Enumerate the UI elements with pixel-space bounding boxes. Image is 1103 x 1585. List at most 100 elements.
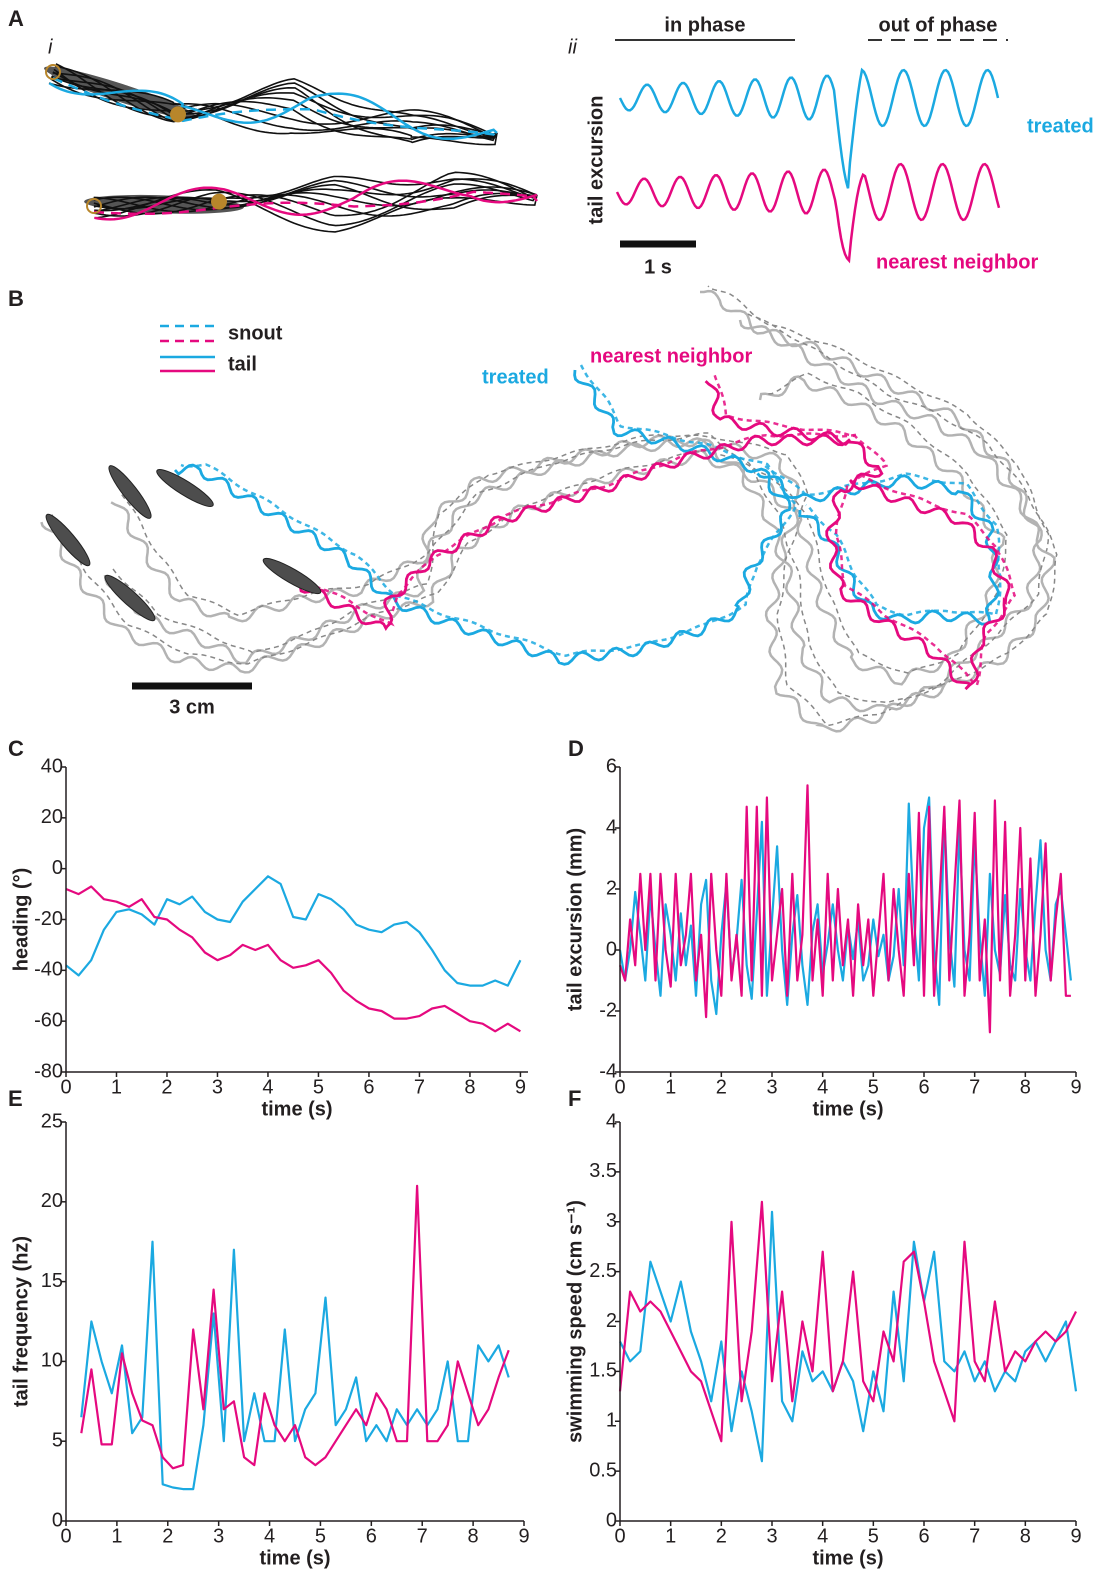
data-line xyxy=(65,885,521,1033)
snout-marker xyxy=(86,198,102,214)
y-tick-label: 2 xyxy=(606,1310,617,1332)
y-tick-label: -40 xyxy=(34,959,63,981)
panel-label: A xyxy=(8,6,24,31)
x-tick-label: 2 xyxy=(716,1525,727,1547)
scale-label: 3 cm xyxy=(169,696,215,718)
y-tick-label: 40 xyxy=(41,755,63,777)
x-tick-label: 9 xyxy=(518,1525,529,1547)
y-tick-label: 4 xyxy=(606,816,617,838)
x-tick-label: 6 xyxy=(918,1525,929,1547)
x-tick-label: 6 xyxy=(366,1525,377,1547)
x-tick-label: 1 xyxy=(111,1076,122,1098)
trajectory-snout xyxy=(121,313,1058,704)
fish-outline xyxy=(50,78,498,142)
body-marker xyxy=(211,193,227,210)
fish-silhouette xyxy=(104,574,156,622)
y-axis-label: swimming speed (cm s⁻¹) xyxy=(564,1200,586,1443)
fish-tail-trace xyxy=(94,179,538,221)
x-tick-label: 6 xyxy=(363,1076,374,1098)
fish-outline xyxy=(54,65,498,136)
trajectory-tail xyxy=(756,472,1000,626)
x-tick-label: 6 xyxy=(918,1076,929,1098)
trajectory-snout xyxy=(764,465,1002,617)
fish-outline xyxy=(51,76,498,144)
trajectory xyxy=(103,289,1043,733)
x-tick-label: 7 xyxy=(969,1076,980,1098)
trajectory-snout xyxy=(305,432,857,627)
fish-silhouette xyxy=(262,557,322,595)
data-line xyxy=(618,784,1071,1034)
axis-label: tail excursion xyxy=(585,96,607,225)
x-tick-label: 4 xyxy=(262,1076,273,1098)
excursion-trace xyxy=(615,162,1001,264)
y-tick-label: 0 xyxy=(52,857,63,879)
fish-snout-trace xyxy=(93,190,538,216)
x-tick-label: 4 xyxy=(817,1076,828,1098)
y-tick-label: 6 xyxy=(606,755,617,777)
y-tick-label: 0 xyxy=(606,938,617,960)
x-tick-label: 5 xyxy=(315,1525,326,1547)
y-tick-label: 10 xyxy=(41,1350,63,1372)
y-tick-label: 3 xyxy=(606,1210,617,1232)
fish-outline xyxy=(52,72,498,136)
x-tick-label: 5 xyxy=(868,1076,879,1098)
x-tick-label: 3 xyxy=(212,1076,223,1098)
x-tick-label: 8 xyxy=(464,1076,475,1098)
body-marker xyxy=(170,106,186,123)
x-tick-label: 2 xyxy=(162,1525,173,1547)
data-line xyxy=(618,796,1072,1016)
x-tick-label: 3 xyxy=(213,1525,224,1547)
x-tick-label: 0 xyxy=(60,1525,71,1547)
trajectory-snout xyxy=(51,372,1008,674)
x-tick-label: 4 xyxy=(264,1525,275,1547)
x-tick-label: 5 xyxy=(868,1525,879,1547)
fish-outline xyxy=(93,192,538,217)
y-tick-label: -60 xyxy=(34,1009,63,1031)
y-axis-label: heading (°) xyxy=(10,868,32,972)
trajectory-tail xyxy=(173,369,792,666)
x-tick-label: 7 xyxy=(417,1525,428,1547)
trajectory-tail xyxy=(704,380,1011,691)
fish-tail-trace xyxy=(48,82,498,141)
fish-outline xyxy=(93,186,538,211)
y-tick-label: 2.5 xyxy=(589,1260,617,1282)
snout-marker xyxy=(45,64,61,80)
data-line xyxy=(618,1200,1077,1443)
x-tick-label: 2 xyxy=(716,1076,727,1098)
panel-label: D xyxy=(568,736,584,761)
panel-label: F xyxy=(568,1086,581,1111)
y-tick-label: 1 xyxy=(606,1410,617,1432)
y-tick-label: 25 xyxy=(41,1110,63,1132)
y-tick-label: 5 xyxy=(52,1429,63,1451)
x-tick-label: 1 xyxy=(111,1525,122,1547)
trajectory-snout xyxy=(112,285,1050,727)
series-label: nearest neighbor xyxy=(876,251,1038,273)
x-tick-label: 3 xyxy=(766,1525,777,1547)
y-tick-label: 3.5 xyxy=(589,1160,617,1182)
x-tick-label: 8 xyxy=(1020,1076,1031,1098)
y-tick-label: -2 xyxy=(599,999,617,1021)
y-tick-label: -4 xyxy=(599,1060,617,1082)
x-tick-label: 0 xyxy=(614,1525,625,1547)
fish-outline xyxy=(53,68,498,138)
x-tick-label: 7 xyxy=(414,1076,425,1098)
x-tick-label: 4 xyxy=(817,1525,828,1547)
x-tick-label: 9 xyxy=(1070,1076,1081,1098)
y-axis-label: tail frequency (hz) xyxy=(10,1236,32,1407)
excursion-trace xyxy=(618,67,1000,189)
phase-label: in phase xyxy=(664,14,745,36)
x-tick-label: 5 xyxy=(313,1076,324,1098)
fish-outline xyxy=(94,183,538,227)
y-tick-label: -20 xyxy=(34,908,63,930)
fish-silhouette xyxy=(45,513,91,567)
fish-outline xyxy=(94,188,538,233)
x-tick-label: 1 xyxy=(665,1076,676,1098)
x-axis-label: time (s) xyxy=(261,1098,332,1120)
y-tick-label: 0.5 xyxy=(589,1459,617,1481)
y-tick-label: -80 xyxy=(34,1060,63,1082)
data-line xyxy=(65,875,522,987)
trajectory xyxy=(40,375,1006,686)
x-axis-label: time (s) xyxy=(812,1547,883,1569)
